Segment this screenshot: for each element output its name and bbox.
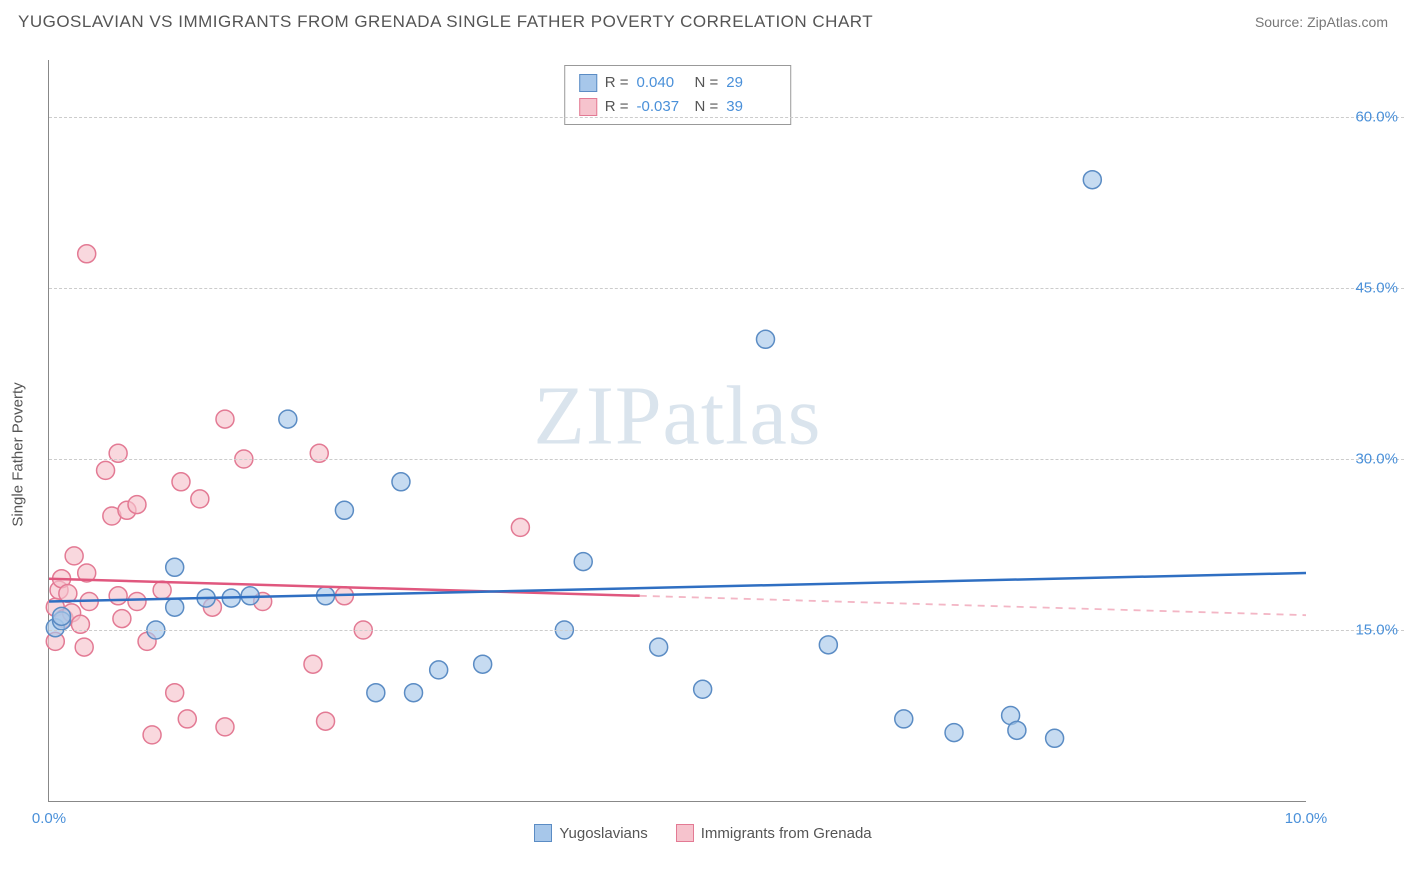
data-point [430, 661, 448, 679]
legend-swatch [579, 74, 597, 92]
y-tick-label: 30.0% [1313, 451, 1398, 468]
data-point [367, 684, 385, 702]
data-point [574, 553, 592, 571]
legend-swatch [676, 824, 694, 842]
r-value: -0.037 [637, 95, 687, 119]
data-point [304, 655, 322, 673]
gridline [49, 117, 1404, 118]
data-point [128, 496, 146, 514]
n-label: N = [695, 95, 719, 119]
stats-row: R = 0.040 N = 29 [579, 71, 777, 95]
gridline [49, 630, 1404, 631]
legend-label: Yugoslavians [559, 825, 647, 842]
data-point [392, 473, 410, 491]
data-point [166, 684, 184, 702]
gridline [49, 459, 1404, 460]
data-point [191, 490, 209, 508]
data-point [756, 330, 774, 348]
data-point [109, 587, 127, 605]
data-point [143, 726, 161, 744]
legend-label: Immigrants from Grenada [701, 825, 872, 842]
y-axis-label: Single Father Poverty [10, 382, 27, 526]
data-point [128, 593, 146, 611]
r-label: R = [605, 71, 629, 95]
data-point [819, 636, 837, 654]
data-point [166, 558, 184, 576]
data-point [75, 638, 93, 656]
chart-area: ZIPatlas R =0.040N =29R =-0.037N =39 15.… [48, 60, 1306, 802]
y-tick-label: 15.0% [1313, 622, 1398, 639]
data-point [317, 712, 335, 730]
data-point [279, 410, 297, 428]
legend-item: Immigrants from Grenada [676, 824, 872, 842]
data-point [945, 724, 963, 742]
r-value: 0.040 [637, 71, 687, 95]
data-point [405, 684, 423, 702]
data-point [78, 245, 96, 263]
y-tick-label: 60.0% [1313, 109, 1398, 126]
legend-item: Yugoslavians [534, 824, 647, 842]
data-point [1083, 171, 1101, 189]
data-point [172, 473, 190, 491]
data-point [1008, 721, 1026, 739]
legend-swatch [579, 98, 597, 116]
chart-title: YUGOSLAVIAN VS IMMIGRANTS FROM GRENADA S… [18, 12, 873, 32]
data-point [53, 607, 71, 625]
header: YUGOSLAVIAN VS IMMIGRANTS FROM GRENADA S… [18, 12, 1388, 32]
plot-svg [49, 60, 1306, 801]
gridline [49, 288, 1404, 289]
data-point [97, 461, 115, 479]
data-point [1046, 729, 1064, 747]
data-point [694, 680, 712, 698]
y-tick-label: 45.0% [1313, 280, 1398, 297]
stats-box: R = 0.040 N = 29 R = -0.037 N = 39 [564, 65, 792, 125]
legend-bottom: Yugoslavians Immigrants from Grenada [0, 824, 1406, 842]
r-label: R = [605, 95, 629, 119]
stats-row: R = -0.037 N = 39 [579, 95, 777, 119]
data-point [511, 518, 529, 536]
data-point [335, 501, 353, 519]
data-point [166, 598, 184, 616]
data-point [178, 710, 196, 728]
data-point [216, 718, 234, 736]
data-point [650, 638, 668, 656]
data-point [113, 610, 131, 628]
n-value: 29 [726, 71, 776, 95]
trend-line-blue [49, 573, 1306, 602]
data-point [895, 710, 913, 728]
source-label: Source: ZipAtlas.com [1255, 14, 1388, 30]
data-point [65, 547, 83, 565]
trend-line-pink-dashed [640, 596, 1306, 615]
data-point [153, 581, 171, 599]
data-point [216, 410, 234, 428]
n-label: N = [695, 71, 719, 95]
data-point [474, 655, 492, 673]
n-value: 39 [726, 95, 776, 119]
legend-swatch [534, 824, 552, 842]
